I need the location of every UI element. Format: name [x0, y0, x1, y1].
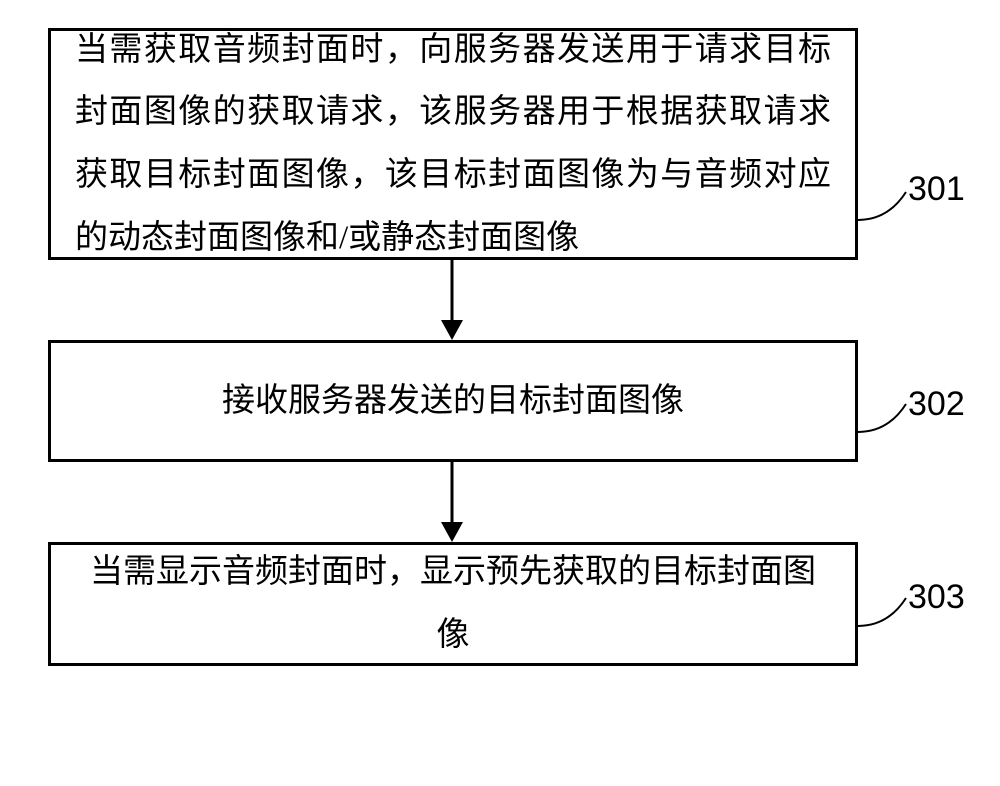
flow-step-3-text: 当需显示音频封面时，显示预先获取的目标封面图像	[75, 541, 831, 666]
arrow-2	[432, 462, 472, 542]
flow-step-1-text: 当需获取音频封面时，向服务器发送用于请求目标封面图像的获取请求，该服务器用于根据…	[75, 19, 831, 270]
step-label-301: 301	[908, 170, 965, 209]
arrow-1	[432, 260, 472, 340]
flow-step-3: 当需显示音频封面时，显示预先获取的目标封面图像	[48, 542, 858, 666]
step-label-303: 303	[908, 578, 965, 617]
connector-3	[858, 594, 910, 630]
connector-1	[858, 188, 910, 224]
flow-step-2: 接收服务器发送的目标封面图像	[48, 340, 858, 462]
step-label-302: 302	[908, 385, 965, 424]
flow-step-2-text: 接收服务器发送的目标封面图像	[222, 370, 684, 433]
diagram-canvas: 当需获取音频封面时，向服务器发送用于请求目标封面图像的获取请求，该服务器用于根据…	[0, 0, 1000, 786]
connector-2	[858, 400, 910, 436]
flow-step-1: 当需获取音频封面时，向服务器发送用于请求目标封面图像的获取请求，该服务器用于根据…	[48, 28, 858, 260]
